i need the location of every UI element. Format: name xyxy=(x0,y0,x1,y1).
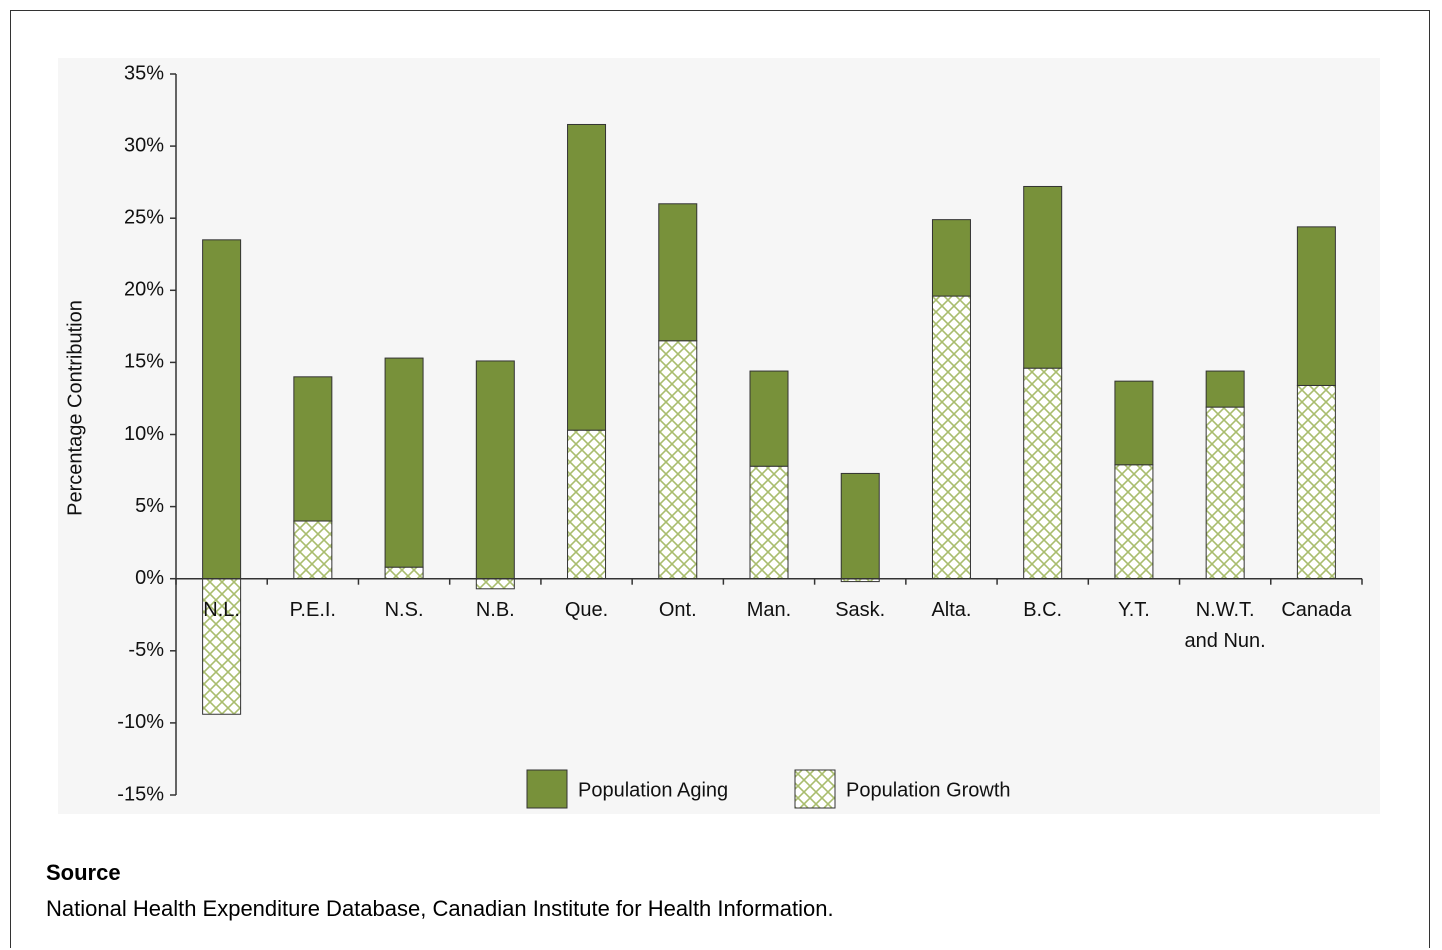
bar-segment xyxy=(384,357,424,568)
x-tick-label: Ont. xyxy=(658,598,697,621)
y-tick-label: -5% xyxy=(128,639,164,661)
bar-segment xyxy=(567,123,607,431)
bar-segment xyxy=(1205,370,1245,408)
y-tick-label: 15% xyxy=(124,351,164,373)
x-tick-label: N.S. xyxy=(384,598,424,621)
bar-segment xyxy=(384,566,424,580)
frame xyxy=(10,10,1430,948)
bar-segment xyxy=(749,465,789,580)
y-tick-label: -15% xyxy=(117,783,164,805)
bar-segment xyxy=(840,472,880,580)
x-tick-label: B.C. xyxy=(1023,598,1063,621)
bar-segment xyxy=(1114,464,1154,580)
y-tick-label: 30% xyxy=(124,134,164,156)
legend-label: Population Growth xyxy=(846,779,1011,801)
bar-segment xyxy=(658,340,698,580)
bar-segment xyxy=(931,219,971,297)
y-tick-label: 0% xyxy=(135,567,164,589)
bar-segment xyxy=(293,376,333,522)
bar-segment xyxy=(293,520,333,580)
legend-swatch xyxy=(794,769,836,809)
x-tick-label: Alta. xyxy=(931,598,972,621)
x-tick-label: N.W.T. and Nun. xyxy=(1184,598,1266,652)
bar-segment xyxy=(475,578,515,590)
bar-segment xyxy=(749,370,789,467)
bar-segment xyxy=(202,578,242,715)
x-tick-label: Man. xyxy=(746,598,792,621)
bar-segment xyxy=(1023,185,1063,369)
legend-swatch xyxy=(526,769,568,809)
y-tick-label: -10% xyxy=(117,711,164,733)
y-tick-label: 35% xyxy=(124,62,164,84)
bar-segment xyxy=(475,360,515,580)
bar-segment xyxy=(1296,226,1336,386)
x-tick-label: N.B. xyxy=(475,598,515,621)
bar-segment xyxy=(1296,384,1336,580)
x-tick-label: Que. xyxy=(564,598,609,621)
bar-segment xyxy=(658,203,698,342)
bar-segment xyxy=(1023,367,1063,580)
x-tick-label: Y.T. xyxy=(1117,598,1150,621)
source-heading: Source xyxy=(46,860,121,885)
y-tick-label: 5% xyxy=(135,495,164,517)
bar-segment xyxy=(1114,380,1154,466)
bar-segment xyxy=(1205,406,1245,580)
y-axis-label: Percentage Contribution xyxy=(64,300,86,516)
bar-segment xyxy=(931,295,971,580)
x-tick-label: P.E.I. xyxy=(289,598,336,621)
source-text: National Health Expenditure Database, Ca… xyxy=(46,896,834,921)
x-tick-label: Sask. xyxy=(835,598,886,621)
bar-segment xyxy=(567,429,607,580)
bar-segment xyxy=(202,239,242,580)
x-tick-label: Canada xyxy=(1281,598,1352,621)
y-tick-label: 25% xyxy=(124,206,164,228)
legend-label: Population Aging xyxy=(578,779,728,801)
y-tick-label: 20% xyxy=(124,279,164,301)
y-tick-label: 10% xyxy=(124,423,164,445)
plot-background xyxy=(58,58,1380,814)
x-tick-label: N.L. xyxy=(203,598,240,621)
